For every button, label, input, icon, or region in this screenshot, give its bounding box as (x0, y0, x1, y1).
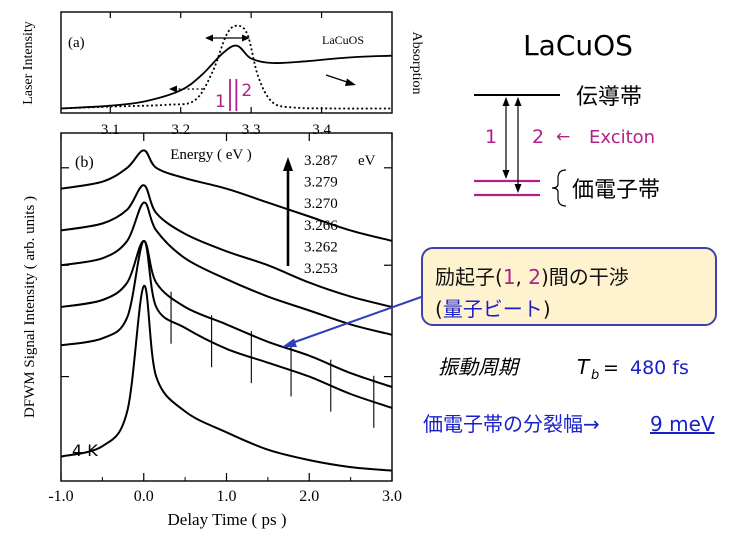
oscillation-value: 480 fs (630, 357, 689, 379)
trace-3 (60, 201, 393, 336)
trace-5 (60, 239, 393, 409)
panel-b-tick-label-1: 0.0 (134, 488, 154, 505)
callout-comma: , (515, 265, 529, 289)
transition-1-head-bottom (502, 170, 510, 179)
panel-a-ylabel-right: Absorption (409, 32, 424, 95)
energy-legend-item-3: 3.270 (304, 196, 338, 212)
panel-b-tick-label-3: 2.0 (299, 488, 319, 505)
panel-b-y-ticks (61, 167, 392, 378)
oscillation-subscript: b (591, 368, 599, 383)
panel-b-series (60, 149, 393, 472)
callout-close-paren: ) (542, 297, 551, 321)
temperature-label: 4 K (72, 441, 98, 460)
panel-a-xlabel: Energy ( eV ) (170, 147, 252, 163)
panel-b-frame (60, 132, 393, 482)
panel-a-tick-label-3: 3.4 (312, 122, 331, 138)
transition-1-label: 1 (485, 126, 497, 148)
panel-b-tick-label-0: -1.0 (48, 488, 73, 505)
trace-2 (60, 184, 393, 308)
energy-legend-item-4: 3.266 (304, 218, 338, 234)
panel-a-frame (60, 11, 393, 114)
valence-band-brace (551, 169, 567, 207)
transition-1-head-top (502, 97, 510, 106)
panel-a-tick-label-1: 3.2 (171, 122, 190, 138)
panel-b-x-ticks: -1.0 0.0 1.0 2.0 3.0 (48, 133, 402, 505)
callout-open-paren: ( (435, 297, 443, 321)
panel-a-ylabel-left: Laser Intensity (21, 21, 36, 105)
peak-marker-label-2: 2 (241, 81, 252, 101)
energy-legend: 3.287 3.279 3.270 3.266 3.262 3.253 (304, 153, 338, 277)
callout-marker-1: 1 (502, 265, 516, 289)
trace-6 (60, 285, 393, 472)
panel-b-tick-label-4: 3.0 (382, 488, 402, 505)
energy-legend-item-5: 3.262 (304, 239, 338, 255)
peak-marker-label-1: 1 (215, 92, 226, 112)
right-axis-pointer-head (345, 78, 356, 86)
valence-band-label: 価電子帯 (572, 178, 660, 203)
panel-b-label: (b) (75, 154, 94, 171)
panel-a-tick-label-0: 3.1 (101, 122, 120, 138)
panel-a-series (60, 24, 393, 110)
panel-a-peak-markers: 12 (215, 79, 252, 112)
panel-a-label: (a) (68, 35, 85, 51)
width-arrow-right-head (242, 34, 250, 42)
panel-a-sample: LaCuOS (322, 33, 364, 47)
energy-legend-item-1: 3.287 (304, 153, 338, 169)
interference-callout: 励起子(1, 2)間の干渉 (量子ビート) (421, 247, 717, 326)
exciton-arrow: ← (556, 127, 570, 147)
panel-a-tick-label-2: 3.3 (242, 122, 261, 138)
transition-2-head-bottom (514, 184, 522, 193)
exciton-label: Exciton (589, 127, 655, 148)
conduction-band-label: 伝導帯 (576, 85, 642, 110)
width-arrow-left-head (205, 34, 213, 42)
diagram-title: LaCuOS (523, 29, 633, 62)
left-axis-pointer-head (169, 85, 177, 93)
energy-legend-item-6: 3.253 (304, 261, 338, 277)
oscillation-symbol: T (577, 355, 591, 379)
callout-prefix: 励起子( (435, 265, 503, 289)
energy-unit: eV (358, 153, 376, 169)
callout-quantum-beat: 量子ビート (442, 297, 543, 321)
callout-suffix: )間の干渉 (541, 265, 629, 289)
panel-b-tick-label-2: 1.0 (217, 488, 237, 505)
trace-4 (60, 239, 393, 388)
oscillation-label: 振動周期 (438, 355, 521, 379)
panel-b-ylabel: DFWM Signal Intensity ( arb. units ) (22, 196, 38, 418)
panel-a-series-solid (60, 44, 393, 110)
right-axis-pointer-line (325, 74, 351, 84)
oscillation-equals: = (603, 357, 619, 379)
splitting-value: 9 meV (650, 412, 715, 436)
callout-line-1: 励起子(1, 2)間の干渉 (435, 261, 629, 290)
callout-marker-2: 2 (528, 265, 541, 289)
trace-1 (60, 149, 393, 242)
transition-2-label: 2 (532, 126, 544, 148)
callout-pointer-head (282, 338, 297, 347)
energy-arrow-head (283, 157, 293, 171)
callout-line-2: (量子ビート) (435, 293, 551, 322)
panel-b-xlabel: Delay Time ( ps ) (168, 510, 287, 529)
energy-legend-item-2: 3.279 (304, 175, 338, 191)
panel-b-beat-markers (170, 291, 375, 428)
transition-2-head-top (514, 97, 522, 106)
splitting-label: 価電子帯の分裂幅→ (423, 412, 600, 436)
panel-a-x-ticks: 3.1 3.2 3.3 3.4 (101, 12, 331, 138)
callout-pointer-line (291, 295, 425, 344)
